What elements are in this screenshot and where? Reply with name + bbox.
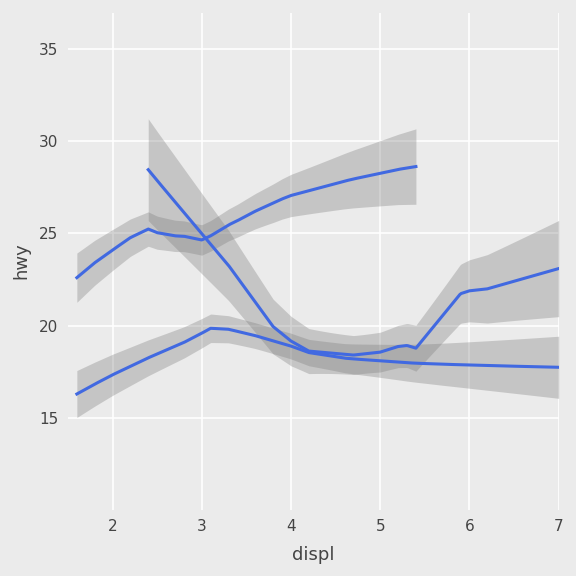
Y-axis label: hwy: hwy xyxy=(13,242,31,279)
X-axis label: displ: displ xyxy=(292,545,335,563)
